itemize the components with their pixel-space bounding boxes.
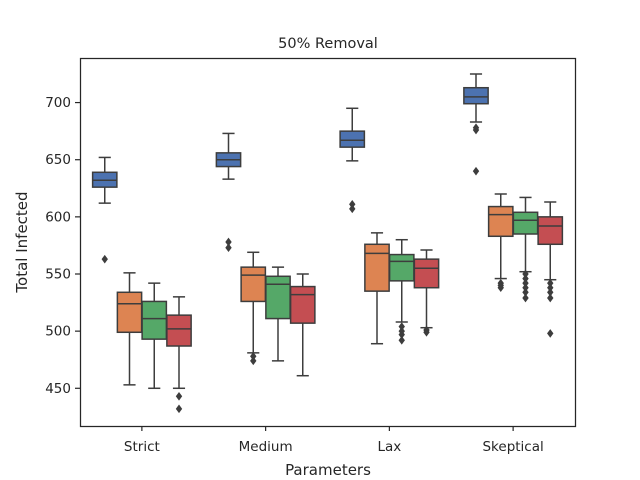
- box-medium-2: [240, 251, 267, 366]
- outlier-point: [398, 335, 405, 345]
- outlier-point: [250, 356, 257, 366]
- outlier-point: [547, 278, 554, 288]
- box-medium-1: [215, 132, 242, 253]
- outlier-point: [522, 278, 529, 288]
- x-tick-label: Medium: [239, 439, 293, 455]
- outlier-point: [175, 404, 183, 414]
- y-tick-label: 450: [45, 381, 71, 397]
- outlier-point: [349, 204, 356, 214]
- outlier-point: [398, 322, 405, 331]
- outlier-point: [547, 287, 554, 297]
- chart-title: 50% Removal: [278, 36, 378, 52]
- y-tick-label: 650: [45, 152, 71, 168]
- box-lax-4: [413, 249, 440, 337]
- x-axis-label: Parameters: [285, 461, 371, 479]
- x-tick-label: Strict: [124, 439, 160, 455]
- outlier-point: [398, 330, 405, 339]
- x-axis: Strict Medium Lax Skeptical: [124, 426, 544, 455]
- outlier-point: [250, 351, 257, 361]
- box-strict-2: [116, 272, 143, 386]
- x-tick-label: Skeptical: [482, 439, 543, 455]
- box-body: [487, 205, 514, 238]
- box-body: [463, 86, 489, 105]
- box-body: [512, 211, 539, 235]
- outlier-point: [547, 293, 554, 303]
- box-lax-1: [339, 107, 366, 214]
- box-body: [240, 266, 267, 303]
- box-medium-4: [289, 273, 316, 377]
- box-skeptical-3: [512, 196, 539, 303]
- outlier-point: [522, 274, 529, 283]
- box-skeptical-4: [537, 201, 564, 338]
- box-body: [166, 314, 192, 347]
- outlier-point: [225, 237, 232, 247]
- box-skeptical-1: [463, 73, 489, 176]
- y-axis-label: Total Infected: [13, 191, 31, 293]
- outlier-point: [522, 293, 529, 303]
- outlier-point: [497, 283, 504, 293]
- outlier-point: [175, 391, 183, 401]
- outlier-point: [225, 243, 232, 253]
- y-tick-label: 700: [45, 95, 71, 111]
- box-lax-2: [364, 232, 390, 345]
- box-strict-1: [91, 156, 118, 264]
- box-strict-4: [166, 296, 192, 414]
- box-body: [141, 300, 168, 340]
- box-skeptical-2: [487, 193, 514, 293]
- y-tick-label: 600: [45, 209, 71, 225]
- box-body: [265, 275, 291, 320]
- outlier-point: [522, 269, 529, 279]
- box-body: [364, 243, 390, 292]
- outlier-point: [472, 166, 480, 176]
- y-axis: 450 500 550 600 650 700: [45, 95, 80, 397]
- plot-frame: [79, 57, 577, 428]
- outlier-point: [522, 283, 529, 293]
- plot-area: [91, 73, 564, 414]
- box-body: [289, 285, 316, 324]
- outlier-point: [522, 287, 529, 297]
- outlier-point: [472, 125, 480, 135]
- outlier-point: [423, 327, 430, 337]
- outlier-point: [547, 283, 554, 293]
- box-body: [388, 253, 415, 282]
- y-tick-label: 550: [45, 267, 71, 283]
- outlier-point: [349, 199, 356, 209]
- outlier-point: [547, 329, 554, 338]
- x-tick-label: Lax: [377, 439, 401, 455]
- box-body: [339, 130, 366, 148]
- box-body: [537, 216, 564, 246]
- box-body: [413, 258, 440, 289]
- outlier-point: [101, 254, 108, 264]
- box-body: [116, 291, 143, 334]
- y-tick-label: 500: [45, 324, 71, 340]
